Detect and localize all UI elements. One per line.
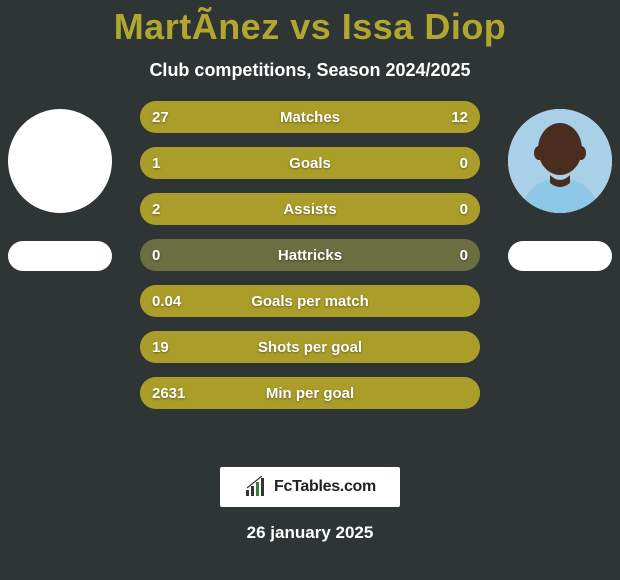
stat-label: Goals per match [251,293,369,310]
stat-bar: Matches 27 12 [140,101,480,133]
logo-text: FcTables.com [274,478,376,496]
player-left-avatar [8,109,112,213]
content-area: Matches2712Goals10Assists20Hattricks00Go… [0,109,620,439]
stat-value-right: 12 [451,109,468,126]
stat-bar: Hattricks 0 0 [140,239,480,271]
stat-bar-fill-left [140,101,375,133]
stat-value-right: 0 [460,247,468,264]
stat-bar: Min per goal 2631 [140,377,480,409]
stat-value-left: 2 [152,201,160,218]
stat-value-left: 19 [152,339,169,356]
stat-bar: Shots per goal 19 [140,331,480,363]
player-right-flag [508,241,612,271]
stat-label: Goals [289,155,331,172]
site-logo: FcTables.com [220,467,400,507]
stat-value-right: 0 [460,155,468,172]
stat-label: Matches [280,109,340,126]
stat-value-left: 2631 [152,385,185,402]
page-title: MartÃnez vs Issa Diop [0,6,620,48]
logo-icon [244,476,270,498]
comparison-card: MartÃnez vs Issa Diop Club competitions,… [0,0,620,580]
stat-value-right: 0 [460,201,468,218]
portrait-icon [508,109,612,213]
player-right-avatar [508,109,612,213]
stat-label: Assists [283,201,336,218]
stat-bar: Goals per match 0.04 [140,285,480,317]
player-left-flag [8,241,112,271]
stat-value-left: 1 [152,155,160,172]
stat-bar: Assists 2 0 [140,193,480,225]
stat-value-left: 27 [152,109,169,126]
stat-bar: Goals 1 0 [140,147,480,179]
stat-value-left: 0.04 [152,293,181,310]
stat-label: Shots per goal [258,339,362,356]
stat-label: Min per goal [266,385,354,402]
date-label: 26 january 2025 [0,523,620,543]
subtitle: Club competitions, Season 2024/2025 [0,60,620,81]
stat-label: Hattricks [278,247,342,264]
stat-bars: Matches2712Goals10Assists20Hattricks00Go… [140,101,480,409]
stat-value-left: 0 [152,247,160,264]
